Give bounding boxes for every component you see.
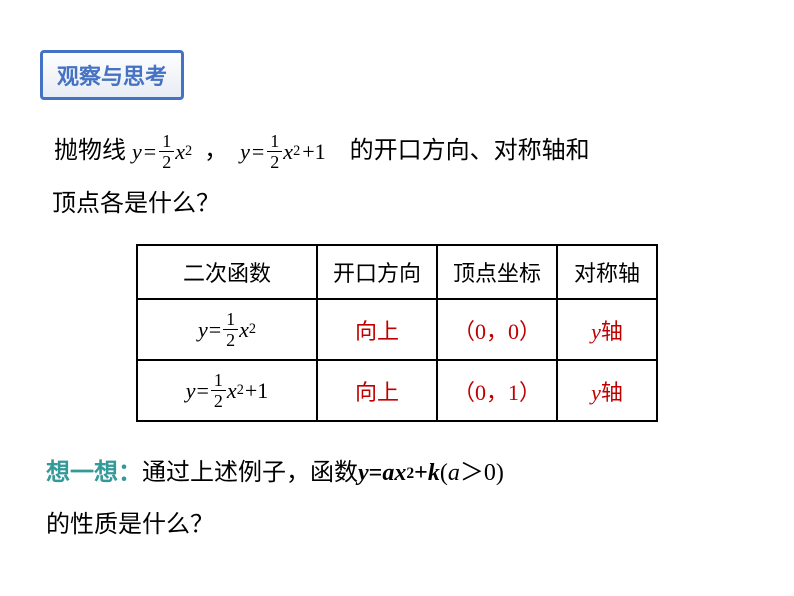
cell-dir-1: 向上: [317, 299, 437, 360]
tf-exp: 2: [406, 460, 414, 488]
intro-line-1: 抛物线 y = 1 2 x2 ， y = 1 2 x2 +1 的开口方向、对称轴…: [54, 130, 754, 173]
f2-exp: 2: [293, 139, 300, 165]
f1-frac: 1 2: [159, 132, 174, 171]
cell-vertex-1: （0，0）: [437, 299, 557, 360]
think-label: 想一想：: [46, 452, 142, 495]
think-line-1: 想一想： 通过上述例子，函数 y = a x2 + k ( a ＞0): [46, 452, 754, 495]
think-t1: 通过上述例子，函数: [142, 452, 358, 495]
r1-frac: 1 2: [223, 310, 238, 349]
intro-prefix: 抛物线: [54, 130, 126, 173]
intro-comma: ，: [204, 130, 228, 173]
f2-tail: +1: [302, 132, 325, 172]
table-header-row: 二次函数 开口方向 顶点坐标 对称轴: [137, 245, 657, 299]
tf-y: y: [358, 452, 369, 495]
th-axis: 对称轴: [557, 245, 657, 299]
f2-frac: 1 2: [267, 132, 282, 171]
r1-x: x: [239, 317, 249, 343]
f1-exp: 2: [185, 139, 192, 165]
r2-tail: +1: [245, 378, 268, 404]
r1-axis-text: 轴: [601, 319, 623, 344]
f2-lhs: y: [240, 132, 250, 172]
think-line-2: 的性质是什么？: [46, 504, 754, 547]
tf-plus: +: [414, 452, 428, 495]
properties-table: 二次函数 开口方向 顶点坐标 对称轴 y = 1 2 x2 向上 （0，0） y…: [136, 244, 658, 422]
th-dir: 开口方向: [317, 245, 437, 299]
intro-suffix: 的开口方向、对称轴和: [350, 130, 590, 173]
cell-func-1: y = 1 2 x2: [137, 299, 317, 360]
row1-formula: y = 1 2 x2: [198, 310, 256, 349]
r2-exp: 2: [237, 382, 244, 399]
cell-axis-1: y轴: [557, 299, 657, 360]
cell-dir-2: 向上: [317, 360, 437, 421]
r1-eq: =: [209, 317, 221, 343]
f1-den: 2: [159, 152, 174, 171]
r2-num: 1: [211, 371, 226, 391]
f2-num: 1: [267, 132, 282, 152]
r1-num: 1: [223, 310, 238, 330]
f2-eq: =: [252, 132, 264, 172]
row2-formula: y = 1 2 x2 +1: [186, 371, 269, 410]
r2-den: 2: [211, 391, 226, 410]
intro-line-2: 顶点各是什么？: [52, 183, 754, 226]
think-a: a: [448, 452, 460, 495]
r1-den: 2: [223, 330, 238, 349]
table-row: y = 1 2 x2 向上 （0，0） y轴: [137, 299, 657, 360]
f2-x: x: [283, 132, 293, 172]
r1-exp: 2: [249, 321, 256, 338]
r2-axis-y: y: [591, 380, 601, 405]
tf-k: k: [428, 452, 440, 495]
cell-axis-2: y轴: [557, 360, 657, 421]
r2-eq: =: [197, 378, 209, 404]
formula-2: y = 1 2 x2 +1: [240, 132, 326, 172]
th-vertex: 顶点坐标: [437, 245, 557, 299]
f2-den: 2: [267, 152, 282, 171]
tf-eq: =: [369, 452, 383, 495]
formula-1: y = 1 2 x2: [132, 132, 192, 172]
r2-x: x: [227, 378, 237, 404]
r2-frac: 1 2: [211, 371, 226, 410]
th-func: 二次函数: [137, 245, 317, 299]
r2-lhs: y: [186, 378, 196, 404]
section-badge: 观察与思考: [40, 50, 184, 100]
r1-lhs: y: [198, 317, 208, 343]
r2-axis-text: 轴: [601, 380, 623, 405]
cell-func-2: y = 1 2 x2 +1: [137, 360, 317, 421]
f1-eq: =: [144, 132, 156, 172]
f1-lhs: y: [132, 132, 142, 172]
table-row: y = 1 2 x2 +1 向上 （0，1） y轴: [137, 360, 657, 421]
f1-num: 1: [159, 132, 174, 152]
tf-a: a: [382, 452, 394, 495]
think-t2: (: [440, 452, 448, 495]
f1-x: x: [175, 132, 185, 172]
cell-vertex-2: （0，1）: [437, 360, 557, 421]
think-t3: ＞0): [460, 452, 504, 495]
r1-axis-y: y: [591, 319, 601, 344]
tf-x: x: [394, 452, 406, 495]
